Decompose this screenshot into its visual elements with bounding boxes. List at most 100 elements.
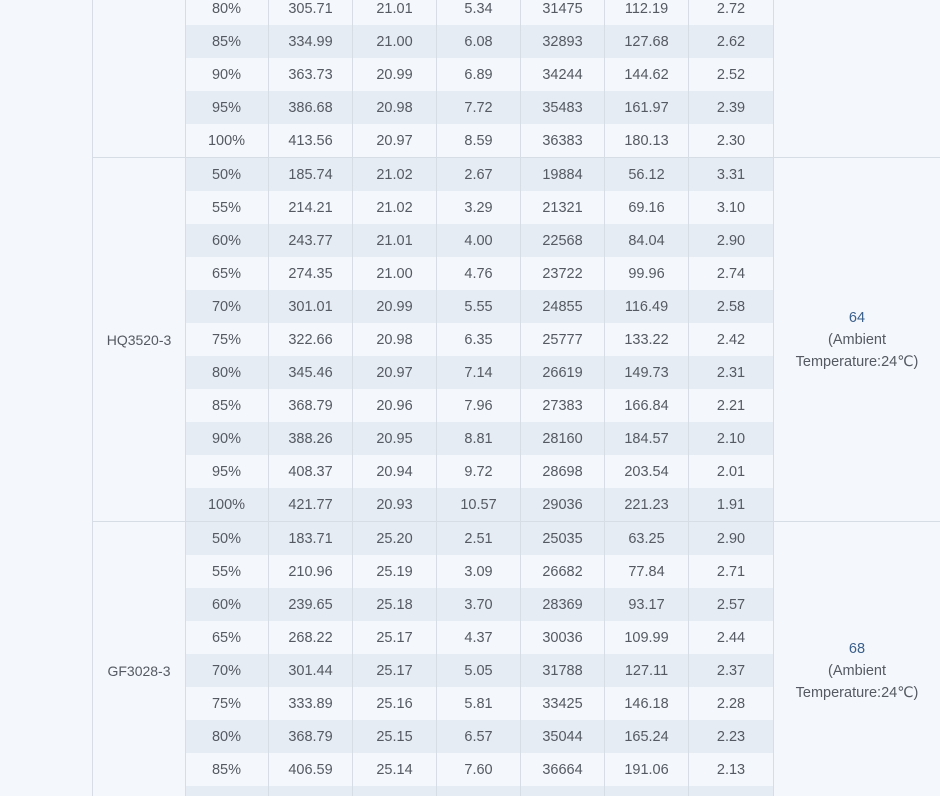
model-name: GF3028-3 <box>92 522 186 796</box>
table-cell: 25777 <box>521 323 605 356</box>
table-cell: 4.00 <box>437 224 521 257</box>
table-cell: 65% <box>185 621 269 654</box>
table-cell: 183.71 <box>269 522 353 555</box>
table-cell: 60% <box>185 224 269 257</box>
table-row: 75% 322.66 20.98 6.35 25777 133.22 2.42 <box>185 323 773 356</box>
table-cell: 6.08 <box>437 25 521 58</box>
table-cell: 69.16 <box>605 191 689 224</box>
noise-note: 64 (Ambient Temperature:24℃) <box>774 158 940 521</box>
table-cell: 70% <box>185 290 269 323</box>
note-line2: Temperature:24℃) <box>795 353 919 370</box>
table-cell: 6.89 <box>437 58 521 91</box>
noise-note: Temperature:24℃ <box>774 0 940 157</box>
table-cell: 28698 <box>521 455 605 488</box>
table-cell: 25035 <box>521 522 605 555</box>
table-cell: 95% <box>185 91 269 124</box>
table-cell: 2.57 <box>716 596 746 613</box>
table-cell: 408.37 <box>269 455 353 488</box>
model-group: GF3028-3 50% 183.71 25.20 2.51 25035 63.25 2.90… <box>92 522 940 796</box>
table-cell: 421.77 <box>269 488 353 521</box>
table-cell: 26619 <box>521 356 605 389</box>
note-line2: Temperature:24℃) <box>795 684 919 701</box>
table-row <box>185 786 773 796</box>
table-cell: 301.44 <box>269 654 353 687</box>
table-cell: 21.01 <box>353 0 437 25</box>
table-cell: 322.66 <box>269 323 353 356</box>
table-cell: 368.79 <box>269 720 353 753</box>
table-cell: 7.96 <box>437 389 521 422</box>
table-cell: 28160 <box>521 422 605 455</box>
table-cell: 413.56 <box>269 124 353 157</box>
table-cell: 85% <box>185 753 269 786</box>
table-cell: 5.81 <box>437 687 521 720</box>
table-row: 80% 368.79 25.15 6.57 35044 165.24 2.23 <box>185 720 773 753</box>
table-cell <box>521 786 605 796</box>
table-cell: 301.01 <box>269 290 353 323</box>
table-cell: 34244 <box>521 58 605 91</box>
table-cell: 2.21 <box>716 397 746 414</box>
table-cell: 23722 <box>521 257 605 290</box>
table-row: 95% 386.68 20.98 7.72 35483 161.97 2.39 <box>185 91 773 124</box>
table-cell: 32893 <box>521 25 605 58</box>
table-cell: 20.94 <box>353 455 437 488</box>
table-cell: 221.23 <box>605 488 689 521</box>
table-cell: 24855 <box>521 290 605 323</box>
table-cell: 20.93 <box>353 488 437 521</box>
table-cell: 333.89 <box>269 687 353 720</box>
table-cell: 36664 <box>521 753 605 786</box>
table-cell: 2.28 <box>716 695 746 712</box>
table-cell: 2.90 <box>716 530 746 547</box>
table-cell: 6.57 <box>437 720 521 753</box>
table-cell: 25.15 <box>353 720 437 753</box>
table-cell: 55% <box>185 191 269 224</box>
note-line1: (Ambient <box>827 662 887 679</box>
table-cell: 2.90 <box>716 232 746 249</box>
table-cell: 127.11 <box>605 654 689 687</box>
table-cell: 185.74 <box>269 158 353 191</box>
table-cell: 203.54 <box>605 455 689 488</box>
table-row: 95% 408.37 20.94 9.72 28698 203.54 2.01 <box>185 455 773 488</box>
table-cell: 5.55 <box>437 290 521 323</box>
table-cell: 25.18 <box>353 588 437 621</box>
table-cell: 3.09 <box>437 555 521 588</box>
table-row: 55% 214.21 21.02 3.29 21321 69.16 3.10 <box>185 191 773 224</box>
table-row: 70% 301.44 25.17 5.05 31788 127.11 2.37 <box>185 654 773 687</box>
table-cell <box>437 786 521 796</box>
table-row: 90% 388.26 20.95 8.81 28160 184.57 2.10 <box>185 422 773 455</box>
table-cell: 2.31 <box>716 364 746 381</box>
table-cell: 2.39 <box>716 99 746 116</box>
table-cell: 7.72 <box>437 91 521 124</box>
table-cell: 20.95 <box>353 422 437 455</box>
table-cell: 20.96 <box>353 389 437 422</box>
table-cell: 386.68 <box>269 91 353 124</box>
table-cell: 80% <box>185 0 269 25</box>
table-cell: 63.25 <box>605 522 689 555</box>
model-name <box>92 0 186 157</box>
table-cell: 93.17 <box>605 588 689 621</box>
table-cell: 2.62 <box>716 33 746 50</box>
table-cell: 20.97 <box>353 124 437 157</box>
table-row: 75% 333.89 25.16 5.81 33425 146.18 2.28 <box>185 687 773 720</box>
table-cell: 180.13 <box>605 124 689 157</box>
table-cell: 10.57 <box>437 488 521 521</box>
table-cell: 3.31 <box>716 166 746 183</box>
table-cell: 2.01 <box>716 463 746 480</box>
table-cell: 2.23 <box>716 728 746 745</box>
table-cell: 99.96 <box>605 257 689 290</box>
table-cell: 21.02 <box>353 158 437 191</box>
table-cell: 27383 <box>521 389 605 422</box>
table-cell: 363.73 <box>269 58 353 91</box>
table-cell: 2.74 <box>716 265 746 282</box>
table-cell: 1.91 <box>716 496 746 513</box>
table-cell: 149.73 <box>605 356 689 389</box>
table-cell: 8.59 <box>437 124 521 157</box>
data-rows: 50% 185.74 21.02 2.67 19884 56.12 3.31 55% 214.2… <box>185 158 774 521</box>
table-cell: 2.72 <box>716 0 746 17</box>
table-cell: 305.71 <box>269 0 353 25</box>
table-cell <box>185 786 269 796</box>
table-row: 60% 239.65 25.18 3.70 28369 93.17 2.57 <box>185 588 773 621</box>
table-cell: 70% <box>185 654 269 687</box>
table-cell: 80% <box>185 356 269 389</box>
table-cell: 30036 <box>521 621 605 654</box>
